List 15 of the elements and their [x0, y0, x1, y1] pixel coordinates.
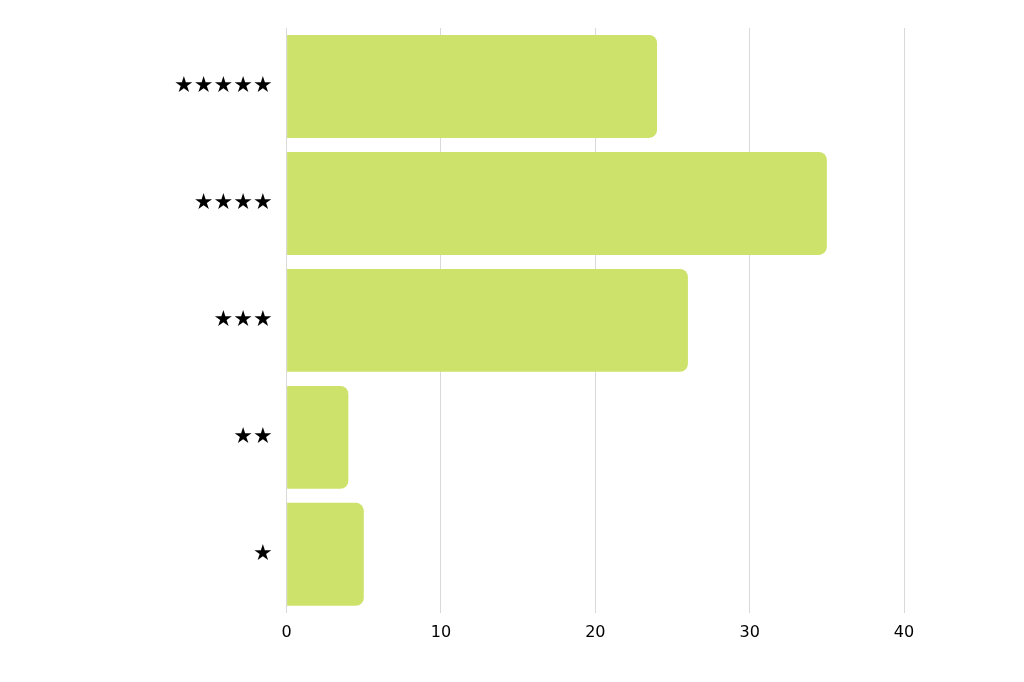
- y-tick-label: ★★★: [213, 306, 273, 332]
- bar: [287, 35, 658, 138]
- bar: [287, 151, 827, 255]
- x-tick-label: 30: [739, 621, 760, 641]
- bar: [287, 385, 349, 489]
- y-tick-label: ★★: [233, 423, 273, 449]
- y-tick-label: ★: [252, 540, 273, 566]
- x-tick-label: 20: [585, 621, 606, 641]
- x-tick-label: 10: [430, 621, 452, 641]
- bar: [287, 502, 364, 606]
- bar: [287, 268, 688, 372]
- x-tick-label: 40: [893, 621, 915, 641]
- y-tick-label: ★★★★★: [173, 72, 273, 98]
- x-tick-label: 0: [281, 621, 292, 641]
- y-tick-label: ★★★★: [193, 189, 273, 215]
